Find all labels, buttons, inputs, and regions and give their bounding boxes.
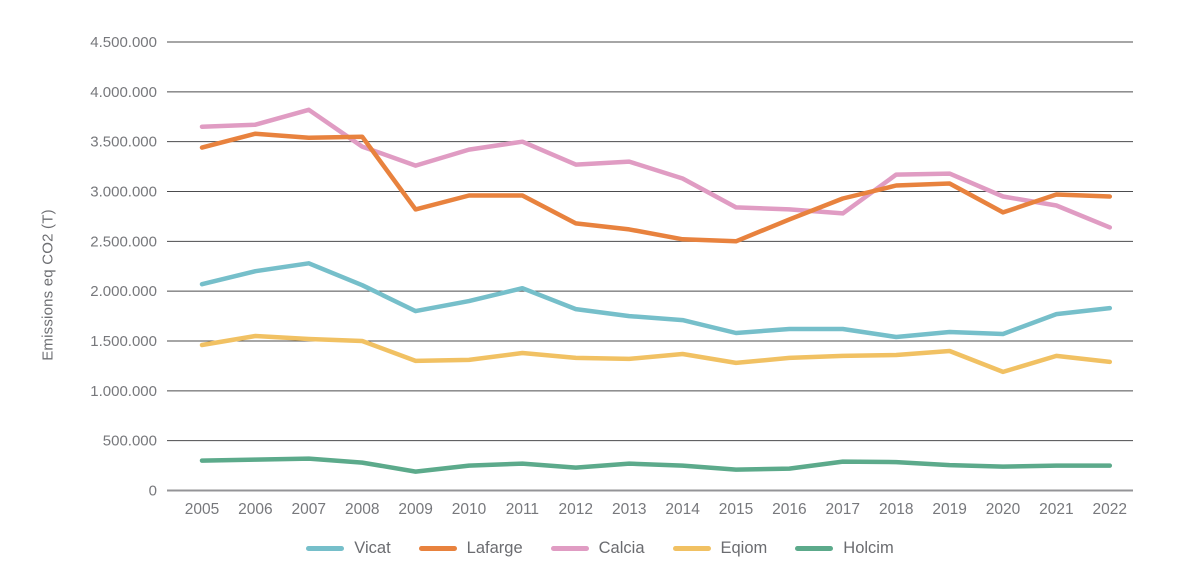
x-tick-label: 2005: [185, 501, 219, 518]
legend-item-calcia: Calcia: [550, 539, 645, 558]
x-tick-label: 2017: [826, 501, 860, 518]
y-tick-label: 1.500.000: [90, 333, 157, 350]
y-tick-label: 2.500.000: [90, 233, 157, 250]
x-tick-label: 2015: [719, 501, 753, 518]
legend-item-holcim: Holcim: [795, 539, 894, 558]
y-tick-label: 3.000.000: [90, 184, 157, 201]
legend-item-eqiom: Eqiom: [672, 539, 768, 558]
x-tick-label: 2020: [986, 501, 1021, 518]
series-line-lafarge: [199, 131, 1113, 244]
y-tick-label: 2.000.000: [90, 283, 157, 300]
legend-swatch-icon: [795, 546, 834, 551]
series-line-holcim: [199, 456, 1113, 474]
x-tick-label: 2009: [398, 501, 432, 518]
legend: Vicat Lafarge Calcia Eqiom Holcim: [0, 539, 1200, 558]
legend-swatch-icon: [672, 546, 711, 551]
legend-swatch-icon: [550, 546, 589, 551]
x-tick-label: 2006: [238, 501, 272, 518]
x-tick-label: 2018: [879, 501, 913, 518]
legend-label: Vicat: [354, 539, 391, 557]
x-tick-label: 2016: [772, 501, 806, 518]
y-tick-label: 1.000.000: [90, 383, 157, 400]
y-tick-label: 0: [149, 483, 157, 500]
x-tick-label: 2011: [506, 501, 539, 518]
legend-label: Calcia: [598, 539, 645, 557]
x-tick-label: 2021: [1039, 501, 1073, 518]
x-tick-label: 2013: [612, 501, 646, 518]
y-axis-title: Emissions eq CO2 (T): [39, 209, 57, 361]
x-tick-label: 2012: [559, 501, 593, 518]
y-tick-label: 4.500.000: [90, 34, 157, 51]
legend-item-lafarge: Lafarge: [418, 539, 523, 558]
series-line-vicat: [199, 261, 1113, 340]
y-tick-label: 4.000.000: [90, 84, 157, 101]
legend-label: Lafarge: [466, 539, 523, 557]
x-tick-label: 2010: [452, 501, 487, 518]
y-tick-label: 3.500.000: [90, 134, 157, 151]
series-line-eqiom: [199, 333, 1113, 375]
legend-label: Eqiom: [720, 539, 768, 557]
series-line-calcia: [199, 107, 1113, 230]
x-tick-label: 2019: [932, 501, 966, 518]
x-tick-label: 2022: [1093, 501, 1127, 518]
legend-label: Holcim: [843, 539, 894, 557]
legend-item-vicat: Vicat: [306, 539, 391, 558]
x-tick-label: 2007: [292, 501, 326, 518]
y-tick-label: 500.000: [103, 433, 157, 450]
legend-swatch-icon: [418, 546, 457, 551]
legend-swatch-icon: [306, 546, 345, 551]
x-tick-label: 2008: [345, 501, 379, 518]
x-tick-label: 2014: [665, 501, 700, 518]
